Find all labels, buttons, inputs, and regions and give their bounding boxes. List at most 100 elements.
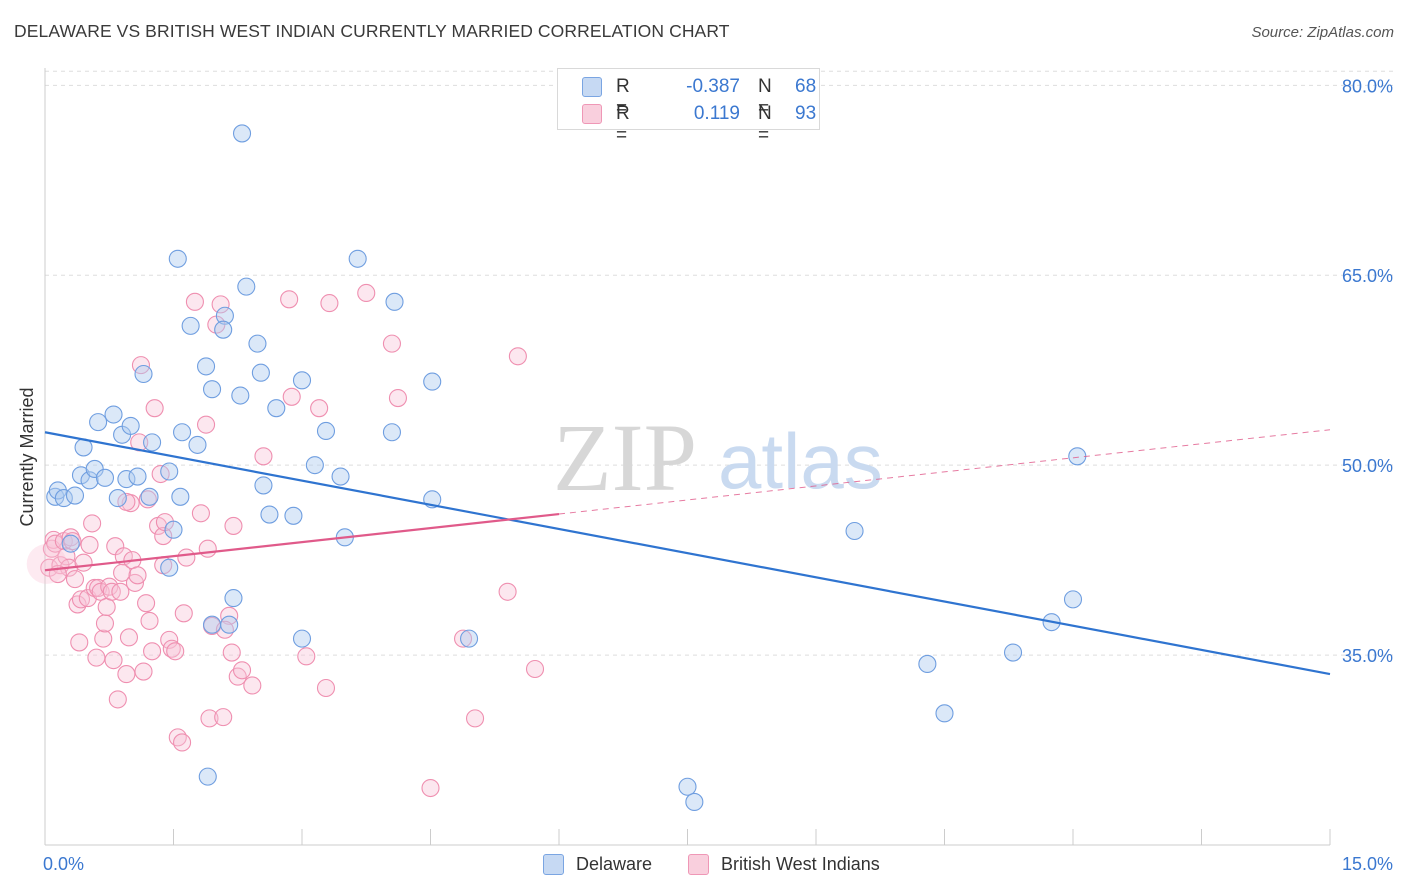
delaware-point bbox=[61, 534, 80, 553]
delaware-point bbox=[231, 386, 250, 405]
bwi-point bbox=[421, 778, 440, 798]
y-tick-labels: 35.0% 50.0% 65.0% 80.0% bbox=[1342, 76, 1393, 666]
delaware-point bbox=[203, 380, 222, 399]
r-value: 0.119 bbox=[693, 103, 740, 124]
delaware-point bbox=[685, 792, 704, 812]
delaware-point bbox=[678, 777, 697, 796]
delaware-point bbox=[267, 399, 286, 418]
bwi-point bbox=[111, 582, 130, 601]
bwi-point bbox=[71, 590, 91, 609]
bwi-point bbox=[87, 648, 106, 667]
delaware-point bbox=[251, 363, 270, 382]
y-tick-label: 80.0% bbox=[1342, 76, 1393, 96]
bwi-point bbox=[282, 387, 301, 406]
bwi-swatch bbox=[582, 104, 602, 124]
bwi-point bbox=[214, 708, 233, 727]
bwi-point bbox=[508, 347, 527, 366]
delaware-point bbox=[108, 489, 127, 508]
delaware-point bbox=[104, 405, 123, 424]
delaware-point bbox=[171, 487, 190, 506]
bwi-point bbox=[310, 399, 329, 418]
bwi-point bbox=[280, 290, 299, 309]
bwi-point bbox=[83, 514, 102, 533]
grid-lines bbox=[45, 70, 1393, 656]
bwi-point bbox=[185, 292, 204, 311]
bwi-point bbox=[297, 647, 316, 666]
delaware-point bbox=[160, 462, 179, 481]
bwi-point bbox=[162, 639, 181, 658]
bwi-point bbox=[70, 633, 89, 652]
delaware-point bbox=[260, 505, 279, 524]
bwi-point bbox=[128, 566, 147, 585]
delaware-point bbox=[168, 249, 187, 268]
bwi-point bbox=[94, 629, 113, 648]
bwi-point bbox=[211, 295, 230, 314]
delaware-point bbox=[459, 629, 479, 648]
bwi-point bbox=[191, 504, 210, 523]
watermark-zip: ZIP bbox=[553, 404, 697, 511]
bwi-trend-line-dashed bbox=[558, 429, 1331, 515]
bwi-point bbox=[65, 570, 85, 589]
bwi-swatch bbox=[688, 854, 709, 875]
bwi-point bbox=[316, 678, 336, 698]
bwi-point bbox=[140, 611, 159, 630]
r-value: -0.387 bbox=[686, 76, 740, 97]
bwi-point bbox=[498, 582, 517, 601]
delaware-point bbox=[348, 249, 367, 268]
n-label: N = bbox=[758, 76, 772, 119]
delaware-point bbox=[214, 320, 233, 339]
delaware-point bbox=[248, 334, 267, 353]
bwi-point bbox=[198, 539, 217, 558]
bwi-cluster bbox=[26, 543, 67, 584]
delaware-point bbox=[143, 433, 162, 452]
bwi-point bbox=[222, 643, 241, 662]
bwi-point bbox=[154, 527, 173, 546]
delaware-point bbox=[918, 654, 937, 673]
delaware-point bbox=[1068, 447, 1087, 466]
bwi-trend-line bbox=[44, 512, 560, 572]
series-bwi-points bbox=[26, 283, 545, 798]
bwi-point bbox=[382, 334, 402, 353]
bwi-point bbox=[108, 690, 127, 709]
delaware-point bbox=[284, 506, 303, 525]
n-label: N = bbox=[758, 103, 772, 146]
bwi-point bbox=[134, 662, 153, 681]
delaware-point bbox=[292, 629, 312, 648]
bwi-point bbox=[243, 676, 262, 695]
bwi-point bbox=[145, 399, 164, 418]
delaware-point bbox=[203, 615, 222, 634]
delaware-point bbox=[89, 413, 108, 432]
delaware-point bbox=[198, 767, 217, 786]
n-value: 93 bbox=[795, 103, 817, 124]
bwi-point bbox=[143, 642, 162, 661]
bwi-point bbox=[454, 629, 473, 648]
delaware-point bbox=[188, 435, 207, 454]
delaware-swatch bbox=[582, 77, 602, 97]
legend-label-bwi: British West Indians bbox=[721, 854, 880, 874]
delaware-point bbox=[197, 357, 216, 376]
y-axis-label: Currently Married bbox=[17, 387, 37, 526]
y-tick-label: 50.0% bbox=[1342, 456, 1393, 476]
bwi-point bbox=[200, 709, 219, 728]
bwi-point bbox=[137, 594, 156, 613]
delaware-point bbox=[935, 704, 954, 723]
delaware-point bbox=[164, 520, 183, 539]
axes bbox=[44, 68, 1331, 846]
delaware-point bbox=[1003, 643, 1023, 662]
bwi-point bbox=[97, 597, 116, 617]
bwi-point bbox=[117, 665, 136, 684]
bwi-point bbox=[177, 548, 196, 567]
delaware-point bbox=[237, 277, 256, 296]
delaware-point bbox=[331, 467, 350, 486]
x-tick-labels: 0.0% 15.0% bbox=[43, 854, 1393, 874]
delaware-swatch bbox=[543, 854, 564, 875]
trend-lines bbox=[44, 429, 1331, 676]
delaware-point bbox=[254, 476, 273, 495]
bwi-point bbox=[232, 661, 252, 680]
delaware-point bbox=[423, 372, 442, 391]
bwi-point bbox=[465, 709, 485, 728]
delaware-point bbox=[224, 589, 243, 608]
y-tick-label: 35.0% bbox=[1342, 646, 1393, 666]
n-value: 68 bbox=[795, 76, 817, 97]
